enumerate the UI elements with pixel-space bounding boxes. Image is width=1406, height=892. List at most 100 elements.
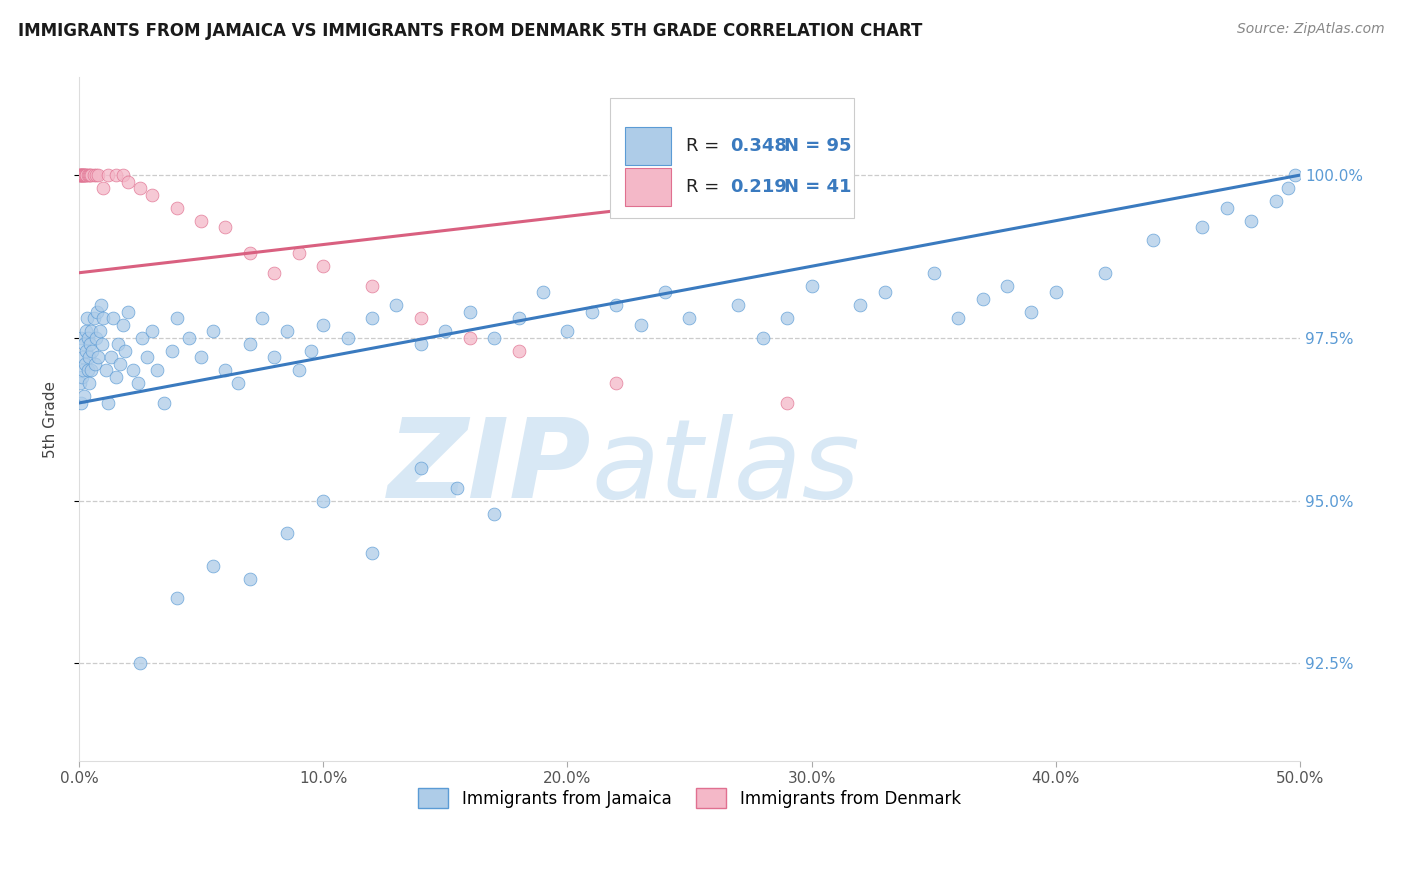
Point xyxy=(114,343,136,358)
Point xyxy=(83,357,105,371)
Point xyxy=(100,351,122,365)
Point xyxy=(97,396,120,410)
Point xyxy=(101,311,124,326)
Point xyxy=(751,331,773,345)
Point xyxy=(1021,305,1043,319)
Point xyxy=(83,311,105,326)
Point xyxy=(409,461,432,475)
Point xyxy=(239,572,262,586)
Point xyxy=(1216,201,1239,215)
Point xyxy=(104,168,127,182)
Point xyxy=(77,351,100,365)
Point xyxy=(153,396,176,410)
Point xyxy=(69,168,91,182)
Point xyxy=(630,318,652,332)
Point xyxy=(226,376,249,391)
Point xyxy=(93,181,115,195)
Point xyxy=(385,298,408,312)
Point xyxy=(73,357,96,371)
Point xyxy=(107,337,129,351)
Point xyxy=(409,337,432,351)
Point xyxy=(70,370,93,384)
Point xyxy=(458,331,481,345)
Point xyxy=(69,376,91,391)
Point xyxy=(127,376,149,391)
Point xyxy=(72,351,94,365)
Point xyxy=(69,168,91,182)
Point xyxy=(508,311,530,326)
Point xyxy=(104,370,127,384)
Point xyxy=(873,285,896,300)
Text: 0.219: 0.219 xyxy=(730,178,786,196)
Point xyxy=(86,305,108,319)
Point xyxy=(458,305,481,319)
Point xyxy=(1142,233,1164,247)
Point xyxy=(90,298,112,312)
Point xyxy=(557,324,579,338)
Text: atlas: atlas xyxy=(592,414,860,521)
Point xyxy=(531,285,554,300)
Point xyxy=(80,324,103,338)
Point xyxy=(89,324,111,338)
Point xyxy=(117,175,139,189)
Point xyxy=(214,363,236,377)
Point xyxy=(129,181,152,195)
Point xyxy=(84,331,107,345)
Point xyxy=(336,331,359,345)
Point xyxy=(1045,285,1067,300)
Point xyxy=(946,311,969,326)
Point xyxy=(73,168,96,182)
Point xyxy=(82,343,104,358)
Point xyxy=(605,298,627,312)
Point xyxy=(361,311,384,326)
Point xyxy=(239,337,262,351)
Text: ZIP: ZIP xyxy=(388,414,592,521)
Point xyxy=(972,292,994,306)
Point xyxy=(299,343,322,358)
Point xyxy=(312,493,335,508)
Point xyxy=(446,481,468,495)
Text: R =: R = xyxy=(686,136,725,155)
Point xyxy=(1284,168,1306,182)
Legend: Immigrants from Jamaica, Immigrants from Denmark: Immigrants from Jamaica, Immigrants from… xyxy=(412,781,967,814)
Point xyxy=(111,168,134,182)
Point xyxy=(73,337,96,351)
Point xyxy=(69,168,91,182)
Point xyxy=(72,168,94,182)
Point xyxy=(166,201,188,215)
Point xyxy=(73,389,96,403)
Point xyxy=(76,311,98,326)
Point xyxy=(605,376,627,391)
Point xyxy=(79,168,101,182)
Point xyxy=(79,337,101,351)
Point xyxy=(276,526,298,541)
Point xyxy=(87,351,110,365)
Point xyxy=(146,363,169,377)
Point xyxy=(70,331,93,345)
Point xyxy=(849,298,872,312)
Point xyxy=(263,266,285,280)
Point xyxy=(80,168,103,182)
Point xyxy=(800,278,823,293)
Text: 0.348: 0.348 xyxy=(730,136,787,155)
Point xyxy=(75,343,97,358)
Point xyxy=(72,363,94,377)
Point xyxy=(76,363,98,377)
Point xyxy=(508,343,530,358)
FancyBboxPatch shape xyxy=(610,98,855,218)
Point xyxy=(776,396,799,410)
Point xyxy=(1191,220,1213,235)
Point xyxy=(995,278,1018,293)
Point xyxy=(190,351,212,365)
Point xyxy=(131,331,153,345)
Point xyxy=(121,363,143,377)
Point xyxy=(79,363,101,377)
Point xyxy=(70,168,93,182)
Point xyxy=(70,168,93,182)
Point xyxy=(72,168,94,182)
Point xyxy=(111,318,134,332)
Point xyxy=(141,324,163,338)
Point xyxy=(70,396,93,410)
Point xyxy=(727,298,749,312)
Point xyxy=(409,311,432,326)
